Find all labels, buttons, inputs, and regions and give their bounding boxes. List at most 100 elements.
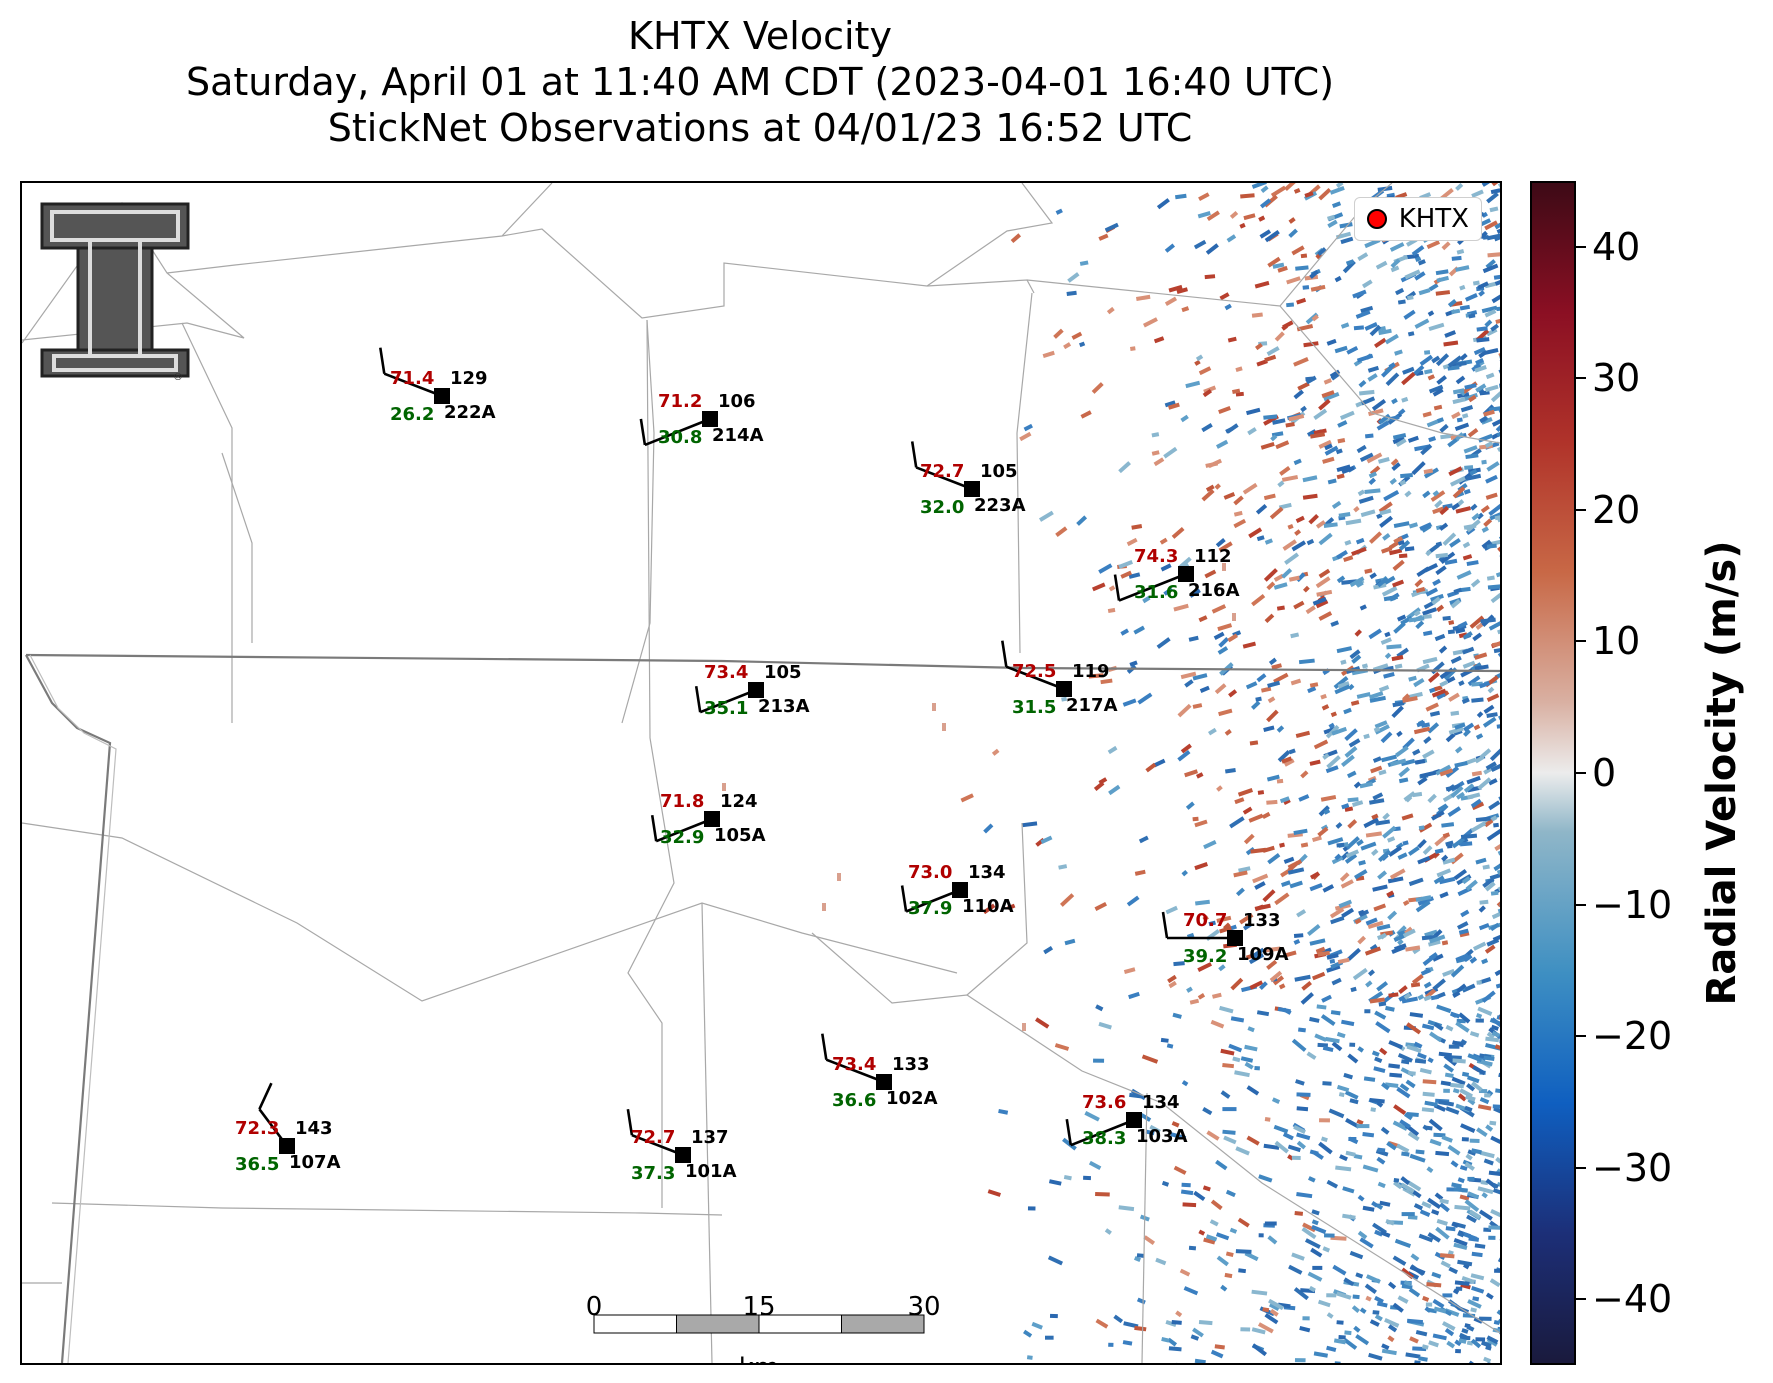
scalebar-tick-15: 15 <box>742 1292 776 1322</box>
map-legend: KHTX <box>1353 197 1482 241</box>
station-pressure: 106 <box>718 391 756 412</box>
station-pressure: 129 <box>450 368 488 389</box>
station-plot-222a[interactable]: 71.4 129 26.2 222A <box>379 347 496 425</box>
colorbar-tick-label: 30 <box>1592 356 1641 401</box>
map-panel[interactable]: 71.4 129 26.2 222A 71.2 106 30.8 214A 72.7 105 32.… <box>20 181 1502 1365</box>
station-marker[interactable] <box>702 411 718 427</box>
scalebar-tick-0: 0 <box>585 1292 603 1322</box>
colorbar <box>1530 181 1576 1365</box>
station-plot-103a[interactable]: 73.6 134 38.3 103A <box>1065 1092 1188 1149</box>
station-marker[interactable] <box>1126 1112 1142 1128</box>
station-id: 105A <box>714 825 766 846</box>
colorbar-tick-label: 10 <box>1592 619 1641 664</box>
station-marker[interactable] <box>748 682 764 698</box>
station-marker[interactable] <box>675 1147 691 1163</box>
station-plot-223a[interactable]: 72.7 105 32.0 223A <box>910 441 1026 518</box>
station-pressure: 143 <box>295 1118 333 1139</box>
colorbar-tick-mark <box>1576 1166 1586 1169</box>
colorbar-tick-label: 20 <box>1592 487 1641 532</box>
station-id: 103A <box>1136 1126 1188 1147</box>
state-boundaries <box>25 653 1500 1363</box>
station-pressure: 133 <box>892 1054 930 1075</box>
station-dewpoint: 26.2 <box>390 404 434 425</box>
wind-barbs-layer: 71.4 129 26.2 222A 71.2 106 30.8 214A 72.7 105 32.… <box>235 347 1289 1184</box>
wind-barb-feather <box>379 347 386 374</box>
station-dewpoint: 32.0 <box>920 497 964 518</box>
colorbar-tick-label: −20 <box>1592 1014 1673 1059</box>
station-id: 213A <box>758 696 810 717</box>
station-pressure: 137 <box>691 1127 729 1148</box>
station-plot-214a[interactable]: 71.2 106 30.8 214A <box>639 391 764 448</box>
colorbar-title: Radial Velocity (m/s) <box>1699 540 1745 1006</box>
station-dewpoint: 31.5 <box>1012 697 1056 718</box>
station-marker[interactable] <box>1056 681 1072 697</box>
station-temperature: 71.4 <box>390 368 434 389</box>
station-marker[interactable] <box>964 481 980 497</box>
station-temperature: 72.7 <box>920 461 964 482</box>
station-id: 109A <box>1237 944 1289 965</box>
station-plot-216a[interactable]: 74.3 112 31.6 216A <box>1113 546 1240 603</box>
station-marker[interactable] <box>434 388 450 404</box>
station-temperature: 71.2 <box>658 391 702 412</box>
station-temperature: 71.8 <box>660 791 704 812</box>
colorbar-tick-mark <box>1576 1035 1586 1038</box>
scalebar-tick-30: 30 <box>907 1292 941 1322</box>
station-marker[interactable] <box>952 882 968 898</box>
station-plot-102a[interactable]: 73.4 133 36.6 102A <box>821 1033 938 1111</box>
wind-barb-shaft <box>631 1133 684 1157</box>
station-id: 223A <box>974 495 1026 516</box>
wind-barb-feather <box>1161 911 1169 939</box>
station-temperature: 73.4 <box>832 1054 876 1075</box>
station-plot-217a[interactable]: 72.5 119 31.5 217A <box>1001 640 1118 718</box>
station-plot-110a[interactable]: 73.0 134 37.9 110A <box>900 862 1014 919</box>
station-pressure: 105 <box>764 662 802 683</box>
colorbar-tick-mark <box>1576 903 1586 906</box>
station-pressure: 133 <box>1243 910 1281 931</box>
station-marker[interactable] <box>279 1138 295 1154</box>
scalebar-segment <box>841 1314 925 1334</box>
station-dewpoint: 36.5 <box>235 1154 279 1175</box>
scale-bar <box>593 1314 925 1334</box>
station-marker[interactable] <box>1227 930 1243 946</box>
station-pressure: 134 <box>1142 1092 1180 1113</box>
station-dewpoint: 36.6 <box>832 1090 876 1111</box>
station-plot-107a[interactable]: 72.3 143 36.5 107A <box>235 1082 341 1175</box>
station-plot-109a[interactable]: 70.7 133 39.2 109A <box>1161 910 1289 967</box>
station-pressure: 105 <box>980 461 1018 482</box>
legend-label: KHTX <box>1398 204 1469 234</box>
wind-barb-shaft <box>825 1058 885 1084</box>
station-dewpoint: 31.6 <box>1134 582 1178 603</box>
colorbar-tick-mark <box>1576 1298 1586 1301</box>
station-temperature: 70.7 <box>1183 910 1227 931</box>
wind-barb-shaft <box>383 372 443 398</box>
station-temperature: 73.4 <box>704 662 748 683</box>
radar-site-marker-icon <box>1366 209 1387 229</box>
wind-barb-shaft <box>1118 572 1187 602</box>
station-temperature: 72.7 <box>631 1127 675 1148</box>
wind-barb-feather <box>910 441 918 468</box>
station-plot-101a[interactable]: 72.7 137 37.3 101A <box>626 1109 737 1184</box>
wind-barb-shaft <box>644 417 711 447</box>
county-boundaries <box>22 183 1500 1363</box>
station-temperature: 74.3 <box>1134 546 1178 567</box>
station-marker[interactable] <box>704 811 720 827</box>
station-temperature: 72.3 <box>235 1118 279 1139</box>
map-canvas[interactable]: 71.4 129 26.2 222A 71.2 106 30.8 214A 72.7 105 32.… <box>22 183 1500 1363</box>
wind-barb-shaft <box>1070 1118 1135 1147</box>
station-marker[interactable] <box>876 1074 892 1090</box>
texas-tech-double-t-logo-icon: ® <box>40 202 190 380</box>
station-dewpoint: 39.2 <box>1183 946 1227 967</box>
scalebar-segment <box>593 1314 677 1334</box>
station-id: 214A <box>712 425 764 446</box>
colorbar-tick-label: −10 <box>1592 882 1673 927</box>
station-temperature: 72.5 <box>1012 661 1056 682</box>
station-marker[interactable] <box>1178 566 1194 582</box>
station-pressure: 134 <box>968 862 1006 883</box>
station-dewpoint: 32.9 <box>660 827 704 848</box>
station-pressure: 119 <box>1072 661 1110 682</box>
station-id: 101A <box>685 1161 737 1182</box>
colorbar-tick-mark <box>1576 245 1586 248</box>
station-plot-105a[interactable]: 71.8 124 32.9 105A <box>650 791 766 848</box>
station-plot-213a[interactable]: 73.4 105 35.1 213A <box>694 662 810 719</box>
scalebar-unit: km <box>739 1353 779 1363</box>
